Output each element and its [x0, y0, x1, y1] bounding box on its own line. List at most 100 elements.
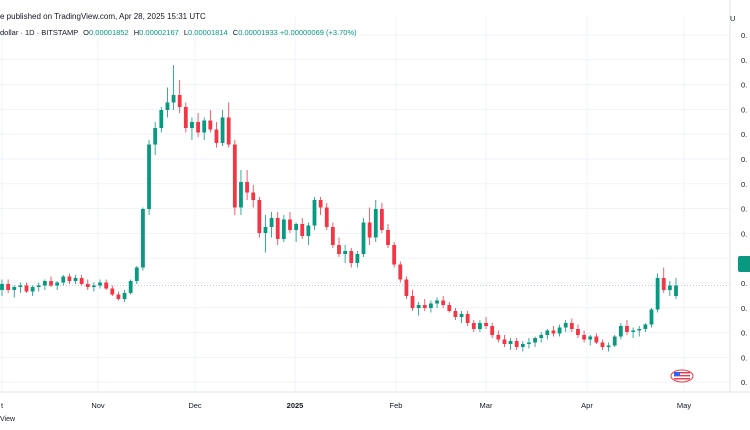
change-value: +0.00000069 (+3.70%): [279, 28, 357, 37]
candle-body: [171, 95, 176, 103]
x-axis: t Nov Dec 2025 Feb Mar Apr May: [1, 401, 691, 410]
y-tick-label: 0.: [741, 130, 747, 139]
candle-body: [85, 284, 90, 287]
candle-body: [520, 344, 525, 347]
candle-body: [386, 230, 390, 245]
close-label: C: [232, 28, 239, 37]
candle-body: [134, 267, 139, 281]
candle-body: [214, 129, 219, 143]
y-tick-label: 0.: [741, 81, 747, 90]
open-value: 0.00001852: [89, 28, 129, 37]
candle-body: [49, 281, 53, 286]
candle-body: [527, 342, 531, 344]
candle-body: [667, 285, 672, 290]
candle-body: [422, 305, 427, 308]
candle-body: [110, 288, 115, 295]
candle-body: [183, 107, 188, 128]
candle-body: [612, 336, 617, 346]
candle-body: [508, 341, 513, 344]
low-label: L: [183, 28, 189, 37]
y-tick-label: 0.: [741, 229, 747, 238]
candle-body: [416, 305, 421, 308]
candle-body: [582, 335, 586, 340]
candle-body: [147, 144, 151, 209]
high-label: H: [133, 28, 140, 37]
candle-body: [226, 117, 231, 145]
y-tick-label: 0.: [741, 180, 747, 189]
x-tick-label: 2025: [287, 401, 304, 410]
candle-body: [0, 284, 4, 290]
candle-body: [55, 282, 60, 286]
us-flag-icon[interactable]: [670, 369, 694, 383]
candle-body: [104, 282, 109, 289]
candle-body: [533, 338, 537, 343]
x-tick-label: Mar: [480, 401, 493, 410]
candle-body: [196, 122, 200, 133]
candle-body: [398, 264, 403, 280]
candle-body: [6, 284, 11, 290]
candle-body: [245, 182, 249, 193]
x-tick-label: Feb: [390, 401, 403, 410]
candle-body: [606, 345, 611, 347]
candle-body: [649, 309, 654, 325]
candle-body: [569, 323, 574, 329]
candle-body: [429, 303, 433, 308]
candle-body: [263, 227, 268, 233]
candle-body: [177, 95, 182, 107]
candle-body: [141, 209, 145, 268]
candle-body: [61, 276, 66, 283]
y-tick-label: 0.: [741, 353, 747, 362]
y-tick-label: 0.: [741, 378, 747, 387]
candle-body: [661, 278, 666, 290]
candle-body: [42, 281, 47, 286]
open-label: O: [83, 28, 90, 37]
candle-body: [674, 285, 678, 296]
candle-body: [318, 200, 323, 208]
candle-body: [343, 251, 348, 254]
low-value: 0.00001814: [188, 28, 228, 37]
candle-body: [67, 276, 72, 281]
last-price-tag: [738, 256, 750, 272]
candle-body: [153, 128, 158, 145]
candle-body: [459, 314, 464, 317]
axis-currency[interactable]: U: [730, 14, 736, 23]
y-tick-label: 0.: [741, 155, 747, 164]
candle-body: [588, 336, 593, 340]
candle-body: [73, 278, 78, 281]
candle-body: [435, 300, 439, 304]
candle-body: [36, 285, 41, 287]
candle-body: [239, 182, 243, 208]
candle-body: [392, 245, 397, 265]
y-tick-label: 0.: [741, 304, 747, 313]
candle-body: [165, 102, 170, 110]
candle-body: [655, 278, 660, 310]
candle-body: [12, 287, 17, 290]
chart-header: e published on TradingView.com, Apr 28, …: [0, 12, 206, 26]
candle-body: [30, 287, 35, 292]
candle-body: [367, 222, 372, 238]
candle-body: [490, 326, 495, 335]
candle-body: [116, 294, 121, 299]
candle-body: [484, 323, 488, 326]
candle-body: [190, 122, 194, 128]
x-tick-label: Apr: [581, 401, 593, 410]
ohlc-legend: dollar · 1D · BITSTAMP O0.00001852 H0.00…: [0, 28, 357, 40]
candle-body: [478, 323, 482, 329]
candle-body: [232, 144, 237, 208]
candle-body: [275, 218, 280, 239]
y-tick-label: 0.: [741, 205, 747, 214]
x-tick-label: Dec: [188, 401, 202, 410]
candle-body: [324, 207, 329, 227]
y-tick-label: 0.: [741, 31, 747, 40]
candle-body: [551, 330, 556, 334]
x-tick-label: May: [677, 401, 691, 410]
candle-body: [79, 278, 84, 284]
candle-body: [208, 120, 213, 130]
candle-body: [594, 336, 599, 343]
candle-body: [202, 120, 207, 133]
candle-body: [625, 326, 629, 332]
candle-body: [128, 281, 133, 293]
candle-body: [441, 300, 446, 305]
candle-body: [92, 285, 96, 287]
